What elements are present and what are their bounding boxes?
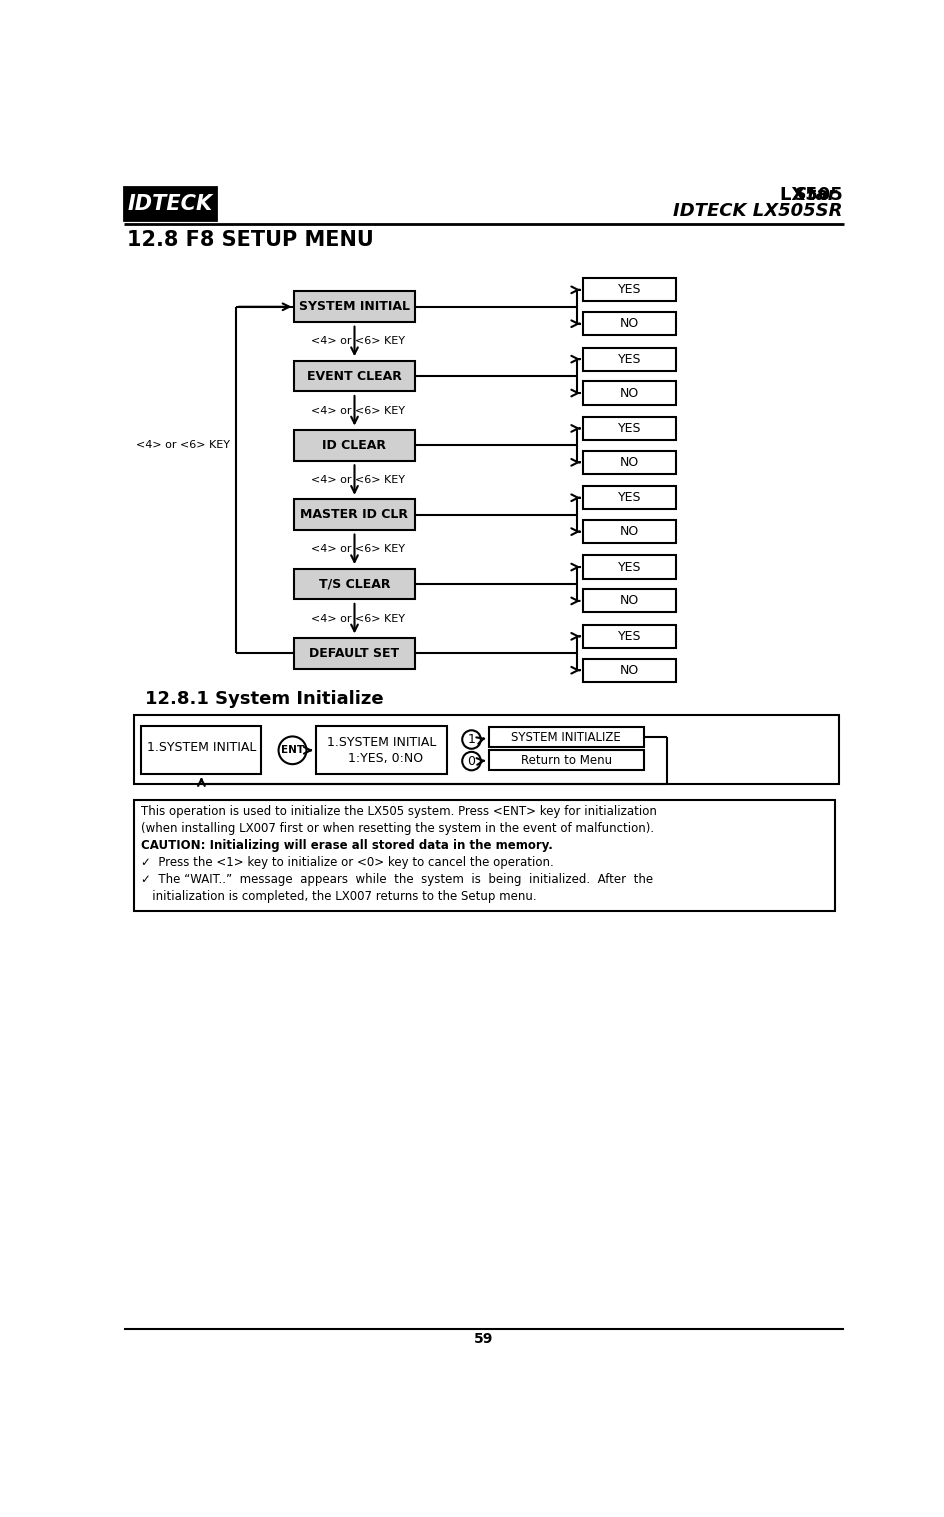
Bar: [488, 751, 643, 771]
Text: NO: NO: [619, 525, 638, 539]
Bar: [295, 429, 414, 461]
Circle shape: [462, 730, 480, 749]
Bar: [582, 417, 675, 440]
Text: ✓  The “WAIT..”  message  appears  while  the  system  is  being  initialized.  : ✓ The “WAIT..” message appears while the…: [142, 874, 653, 886]
Text: <4> or <6> KEY: <4> or <6> KEY: [311, 614, 405, 623]
Bar: [142, 727, 261, 774]
Bar: [315, 727, 447, 774]
Text: NO: NO: [619, 455, 638, 469]
Text: YES: YES: [617, 352, 641, 366]
Text: IDTECK: IDTECK: [127, 194, 212, 214]
Text: T/S CLEAR: T/S CLEAR: [318, 578, 390, 590]
Bar: [582, 313, 675, 335]
Circle shape: [462, 752, 480, 771]
Text: ENT: ENT: [280, 745, 304, 755]
Bar: [582, 381, 675, 405]
Text: <4> or <6> KEY: <4> or <6> KEY: [136, 440, 229, 451]
Text: ID CLEAR: ID CLEAR: [322, 438, 386, 452]
Text: Star: Star: [793, 187, 842, 205]
Bar: [125, 188, 215, 220]
Bar: [133, 715, 838, 784]
Text: IDTECK LX505SR: IDTECK LX505SR: [672, 202, 842, 220]
Text: 1: 1: [467, 733, 475, 746]
Text: 1.SYSTEM INITIAL: 1.SYSTEM INITIAL: [146, 742, 256, 754]
Text: YES: YES: [617, 630, 641, 643]
Bar: [582, 485, 675, 510]
Text: SYSTEM INITIAL: SYSTEM INITIAL: [298, 300, 410, 314]
Text: 1.SYSTEM INITIAL: 1.SYSTEM INITIAL: [327, 736, 436, 749]
Text: 59: 59: [474, 1332, 493, 1347]
Text: MASTER ID CLR: MASTER ID CLR: [300, 508, 408, 522]
Text: LX505: LX505: [729, 187, 842, 205]
Bar: [295, 291, 414, 322]
Text: YES: YES: [617, 422, 641, 435]
Bar: [488, 727, 643, 748]
Text: (when installing LX007 first or when resetting the system in the event of malfun: (when installing LX007 first or when res…: [142, 822, 654, 836]
Bar: [295, 569, 414, 599]
Text: <4> or <6> KEY: <4> or <6> KEY: [311, 405, 405, 416]
Text: YES: YES: [617, 561, 641, 573]
Bar: [582, 555, 675, 578]
Bar: [133, 799, 834, 912]
Text: 1:YES, 0:NO: 1:YES, 0:NO: [340, 752, 423, 765]
Bar: [295, 499, 414, 529]
Text: 12.8 F8 SETUP MENU: 12.8 F8 SETUP MENU: [127, 229, 374, 250]
Bar: [582, 520, 675, 543]
Text: NO: NO: [619, 664, 638, 677]
Bar: [295, 637, 414, 669]
Bar: [582, 451, 675, 473]
Text: <4> or <6> KEY: <4> or <6> KEY: [311, 545, 405, 554]
Text: NO: NO: [619, 387, 638, 399]
Text: NO: NO: [619, 595, 638, 607]
Text: NO: NO: [619, 317, 638, 331]
Text: <4> or <6> KEY: <4> or <6> KEY: [311, 475, 405, 485]
Bar: [582, 347, 675, 370]
Text: <4> or <6> KEY: <4> or <6> KEY: [311, 337, 405, 346]
Bar: [582, 625, 675, 648]
Text: CAUTION: Initializing will erase all stored data in the memory.: CAUTION: Initializing will erase all sto…: [142, 839, 552, 853]
Text: DEFAULT SET: DEFAULT SET: [309, 646, 399, 660]
Bar: [295, 361, 414, 391]
Text: 0: 0: [467, 754, 475, 768]
Text: This operation is used to initialize the LX505 system. Press <ENT> key for initi: This operation is used to initialize the…: [142, 806, 657, 818]
Bar: [582, 590, 675, 613]
Bar: [582, 658, 675, 681]
Circle shape: [278, 736, 306, 765]
Text: 12.8.1 System Initialize: 12.8.1 System Initialize: [145, 690, 383, 708]
Text: ✓  Press the <1> key to initialize or <0> key to cancel the operation.: ✓ Press the <1> key to initialize or <0>…: [142, 856, 553, 869]
Text: Return to Menu: Return to Menu: [520, 754, 611, 766]
Bar: [582, 278, 675, 302]
Text: EVENT CLEAR: EVENT CLEAR: [307, 370, 401, 382]
Text: initialization is completed, the LX007 returns to the Setup menu.: initialization is completed, the LX007 r…: [142, 890, 536, 903]
Text: YES: YES: [617, 284, 641, 296]
Text: SYSTEM INITIALIZE: SYSTEM INITIALIZE: [511, 731, 620, 743]
Text: YES: YES: [617, 492, 641, 504]
